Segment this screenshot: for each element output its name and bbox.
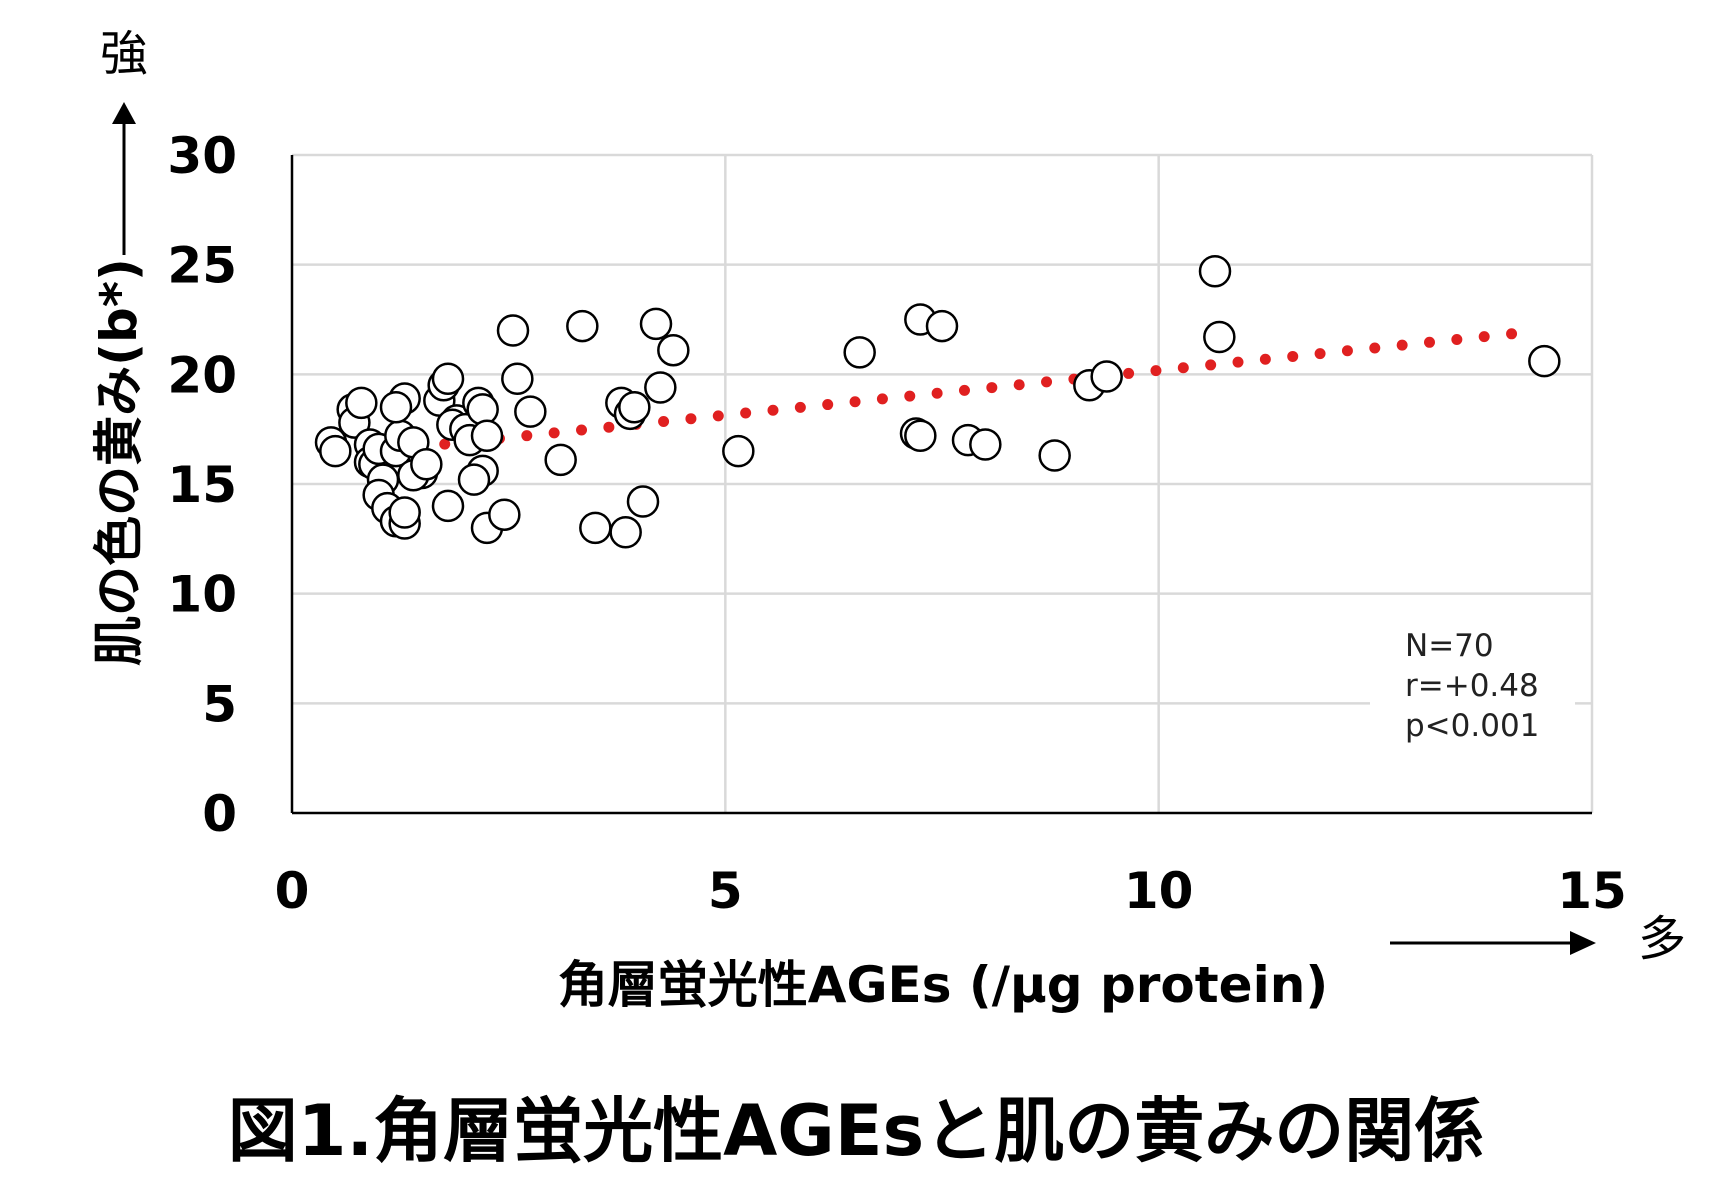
x-tick-label-3: 15 [1557,862,1627,920]
data-point-43 [579,511,612,545]
y-tick-label-4: 20 [167,346,237,404]
stats-r: r=+0.48 [1405,668,1539,704]
stats-p: p<0.001 [1405,708,1539,744]
data-point-4 [345,386,378,420]
y-arrow-label: 強 [100,26,148,82]
data-point-14 [388,496,421,529]
data-point-48 [626,485,660,518]
y-axis-title: 肌の色の黄み(b*) [90,258,148,666]
data-point-39 [501,362,534,395]
x-tick-label-2: 10 [1124,862,1194,920]
x-tick-labels: 0 5 10 15 [275,862,1627,920]
x-arrow-head [1570,931,1596,955]
data-point-49 [639,307,673,341]
y-tick-labels: 0 5 10 15 20 25 30 [167,127,237,843]
data-point-34 [457,463,491,496]
figure-caption: 図1.角層蛍光性AGEsと肌の黄みの関係 [227,1090,1485,1172]
data-point-63 [1198,254,1232,288]
data-point-62 [1090,360,1123,393]
data-point-40 [514,395,547,428]
data-point-38 [496,314,530,347]
y-tick-label-0: 0 [202,785,237,843]
data-point-47 [618,390,651,424]
data-point-35 [470,419,504,452]
data-point-64 [1203,320,1236,354]
data-point-65 [1528,344,1561,378]
data-points [314,254,1561,549]
data-point-50 [644,371,677,404]
trendline-dotted [329,327,1529,461]
stats-box [1370,615,1575,730]
data-point-53 [843,336,876,369]
y-tick-label-3: 15 [167,456,237,514]
data-point-41 [544,443,577,477]
x-arrow-label: 多 [1638,911,1686,967]
y-tick-label-2: 10 [167,566,237,624]
axes [290,155,1592,815]
data-point-18 [379,390,413,424]
data-point-60 [1038,439,1071,472]
scatter-chart: 0 5 10 15 20 25 30 0 5 10 15 N=70 r=+0.48 p<0.001… [90,26,1687,1014]
data-point-45 [609,516,642,549]
trendline [329,327,1529,461]
x-tick-label-1: 5 [708,862,743,920]
y-tick-label-5: 25 [167,237,237,295]
y-tick-label-6: 30 [167,127,237,185]
data-point-51 [657,333,690,367]
data-point-59 [969,428,1002,461]
stats-n: N=70 [1405,628,1494,664]
y-tick-label-1: 5 [202,675,237,733]
x-tick-label-0: 0 [275,862,310,920]
data-point-55 [904,419,937,452]
y-arrow-head [112,102,136,124]
x-axis-title: 角層蛍光性AGEs (/µg protein) [558,956,1328,1014]
data-point-37 [488,498,521,531]
data-point-22 [410,448,443,481]
data-point-57 [925,309,959,343]
data-point-42 [566,309,599,343]
data-point-52 [722,434,755,468]
data-point-32 [466,393,499,426]
data-point-25 [431,362,465,395]
data-point-1 [319,434,352,468]
data-point-28 [431,489,465,523]
